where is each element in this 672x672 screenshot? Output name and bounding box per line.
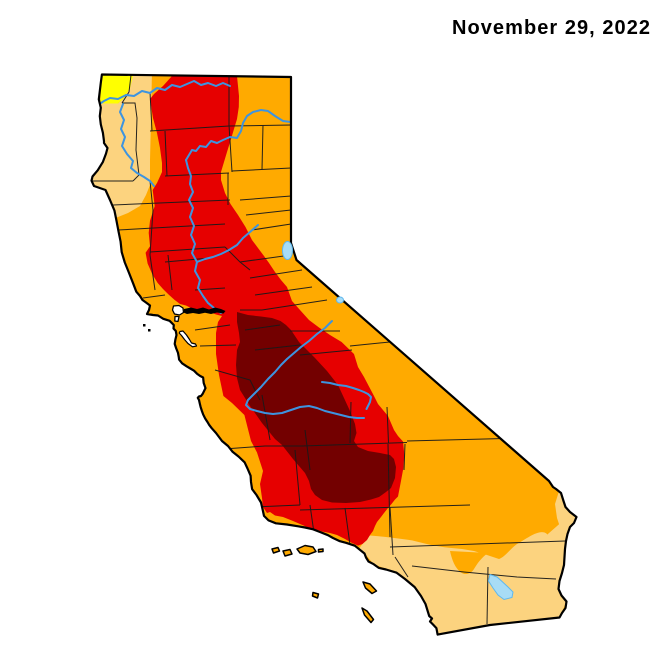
svg-text:November 29, 2022: November 29, 2022 bbox=[452, 17, 651, 39]
